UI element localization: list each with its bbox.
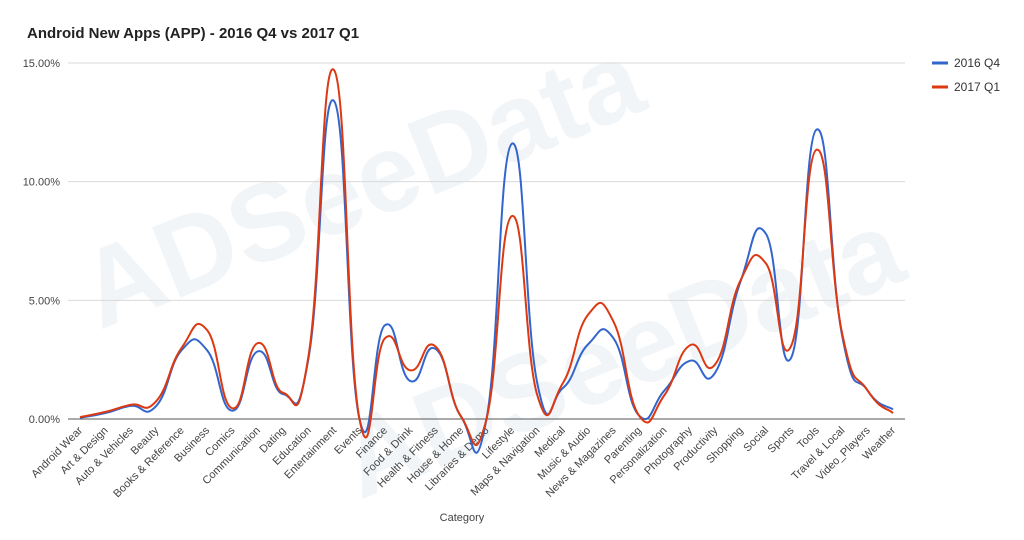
series-line-1 [79, 68, 894, 447]
y-axis-ticks: 0.00% 5.00% 10.00% 15.00% [23, 58, 61, 426]
x-tick-label-28: Sports [766, 424, 797, 455]
series-line-0 [79, 99, 894, 454]
legend-label-2016-q4: 2016 Q4 [954, 56, 1000, 70]
watermark-text-1: ADSeeData [63, 16, 660, 353]
legend-label-2017-q1: 2017 Q1 [954, 80, 1000, 94]
y-tick-label-2: 10.00% [23, 177, 61, 189]
y-tick-label-3: 15.00% [23, 58, 61, 70]
legend: 2016 Q4 2017 Q1 [932, 56, 1000, 94]
legend-item-2016-q4[interactable]: 2016 Q4 [932, 56, 1000, 70]
legend-item-2017-q1[interactable]: 2017 Q1 [932, 80, 1000, 94]
y-tick-label-1: 5.00% [29, 295, 60, 307]
series-lines [79, 68, 894, 454]
y-tick-label-0: 0.00% [29, 414, 60, 426]
x-tick-label-27: Social [741, 425, 771, 455]
chart-title: Android New Apps (APP) - 2016 Q4 vs 2017… [27, 25, 359, 42]
x-axis-label: Category [440, 512, 485, 524]
